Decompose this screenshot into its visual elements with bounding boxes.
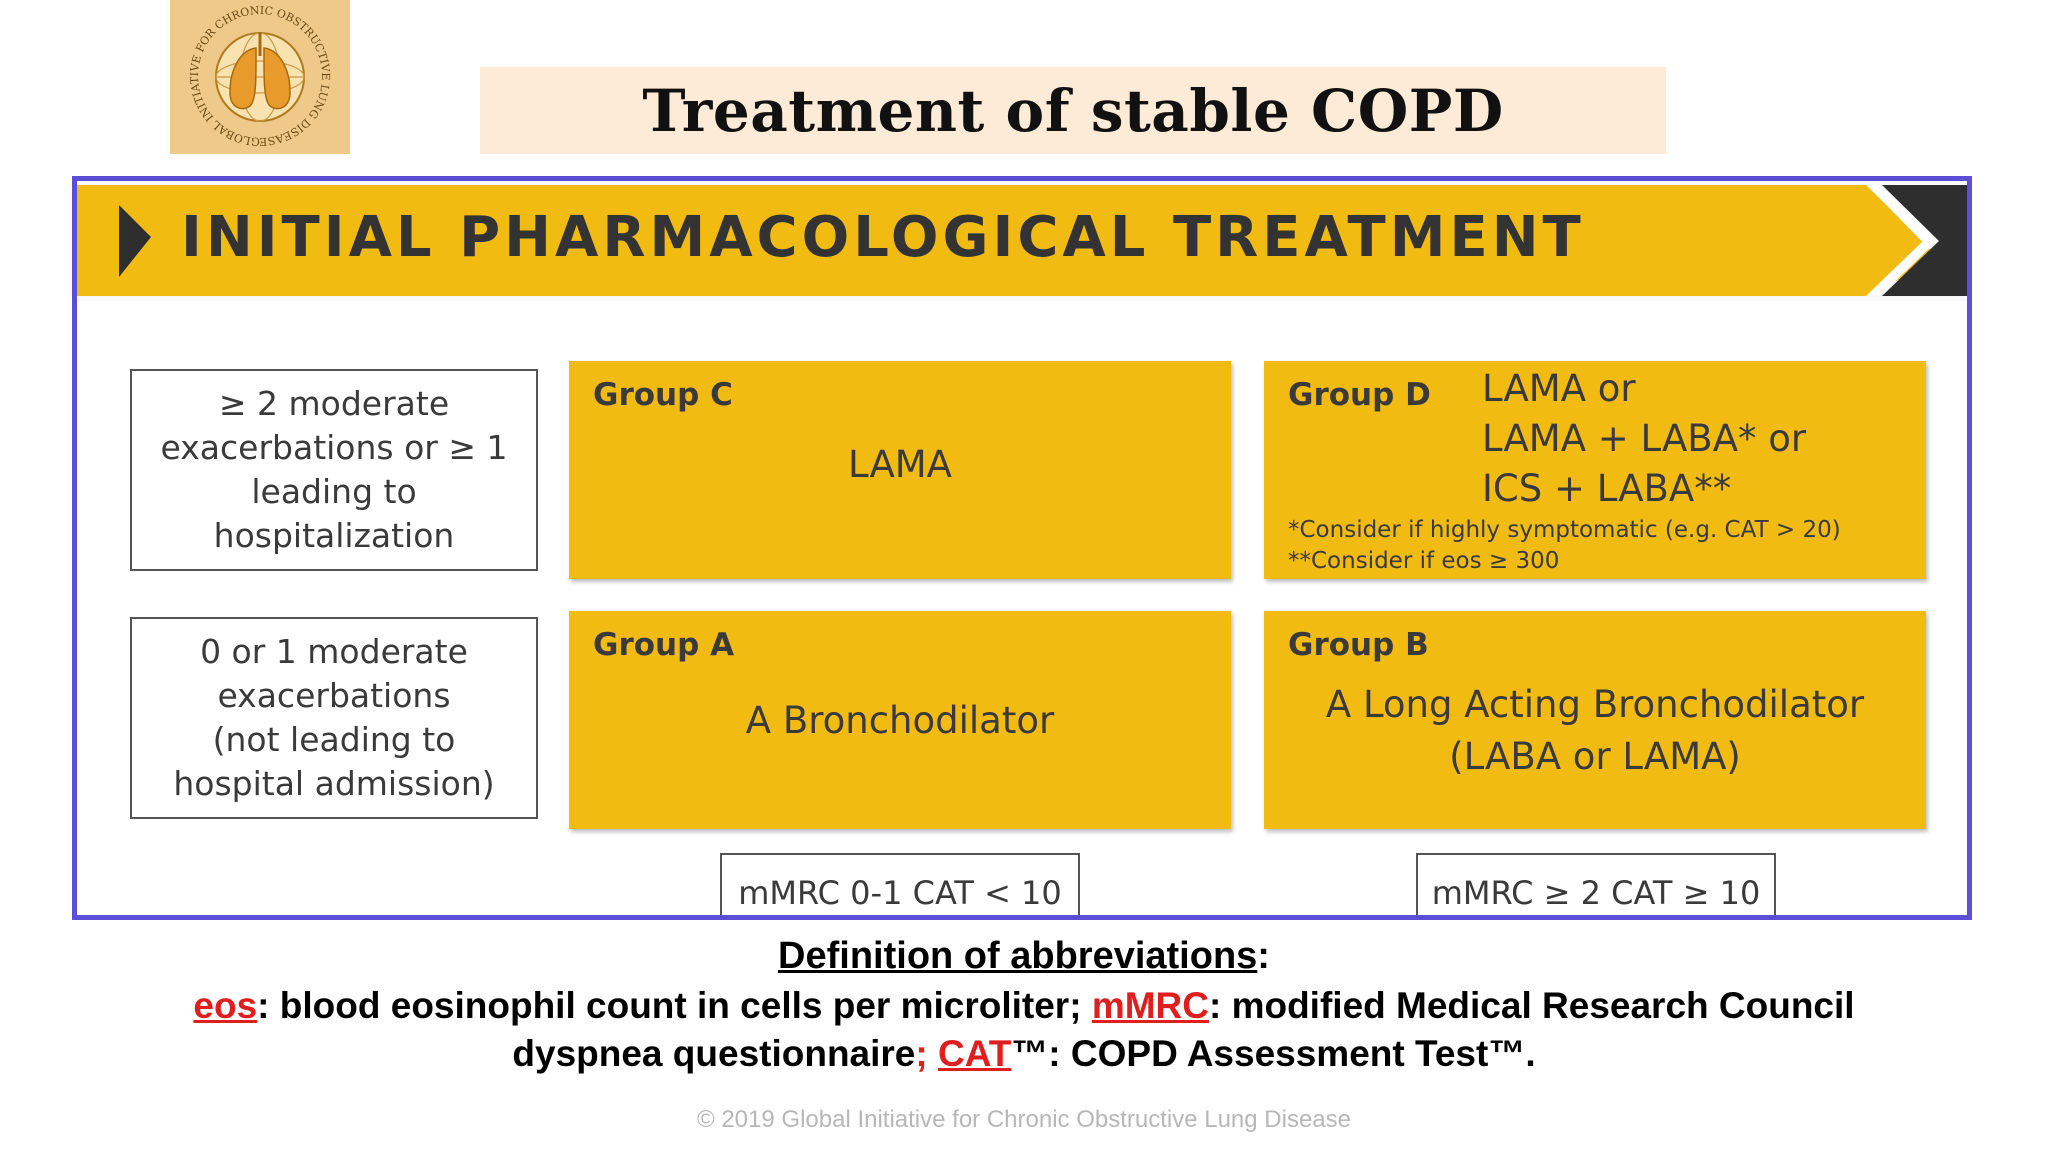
slide-title: Treatment of stable COPD [642,76,1504,145]
group-c-treatment: LAMA [847,443,952,486]
criteria-high-risk-text: ≥ 2 moderate exacerbations or ≥ 1 leadin… [160,384,508,555]
definitions-heading: Definition of abbreviations: [0,935,2048,978]
def-cat: ™: COPD Assessment Test™. [1011,1033,1536,1074]
group-a-label: Group A [593,627,735,663]
def-semicolon: ; [915,1033,928,1074]
banner-arrow-icon [119,205,151,277]
group-b-treatment-line2: (LABA or LAMA) [1449,735,1741,778]
gold-logo: GLOBAL INITIATIVE FOR CHRONIC OBSTRUCTIV… [170,0,350,154]
abbr-mmrc: mMRC [1091,985,1209,1026]
banner-title: INITIAL PHARMACOLOGICAL TREATMENT [181,205,1585,270]
group-d-box: Group D LAMA or LAMA + LABA* or ICS + LA… [1264,361,1926,579]
group-d-option: LAMA or [1482,367,1636,410]
group-b-treatment-line1: A Long Acting Bronchodilator [1325,683,1865,726]
figure-frame: INITIAL PHARMACOLOGICAL TREATMENT ≥ 2 mo… [72,176,1972,920]
banner-shape [77,181,1967,301]
group-d-note: **Consider if eos ≥ 300 [1288,548,1560,574]
definitions-line-1: eos: blood eosinophil count in cells per… [0,982,2048,1030]
axis-label-low-symptoms: mMRC 0-1 CAT < 10 [720,853,1080,915]
group-c-label: Group C [593,377,733,413]
group-c-box: Group C LAMA [569,361,1231,579]
copyright-text: © 2019 Global Initiative for Chronic Obs… [696,1106,1351,1133]
lung-globe-icon: GLOBAL INITIATIVE FOR CHRONIC OBSTRUCTIV… [188,4,332,148]
group-d-option: LAMA + LABA* or [1482,417,1807,460]
definitions-colon: : [1257,935,1270,977]
group-d-note: *Consider if highly symptomatic (e.g. CA… [1288,517,1841,543]
group-b-label: Group B [1288,627,1429,663]
criteria-low-risk-text: 0 or 1 moderate exacerbations (not leadi… [173,632,495,803]
criteria-high-risk: ≥ 2 moderate exacerbations or ≥ 1 leadin… [130,369,538,571]
group-b-box: Group B A Long Acting Bronchodilator (LA… [1264,611,1926,829]
group-a-box: Group A A Bronchodilator [569,611,1231,829]
definitions-line-2: dyspnea questionnaire; CAT™: COPD Assess… [0,1030,2048,1078]
title-bar: Treatment of stable COPD [480,67,1666,154]
def-mmrc: : modified Medical Research Council [1208,985,1855,1026]
group-a-treatment: A Bronchodilator [745,699,1055,742]
abbr-cat: CAT [938,1033,1012,1074]
criteria-low-risk: 0 or 1 moderate exacerbations (not leadi… [130,617,538,819]
definitions-title: Definition of abbreviations [778,935,1258,977]
def-eos: : blood eosinophil count in cells per mi… [257,985,1092,1026]
definitions-block: Definition of abbreviations: eos: blood … [0,935,2048,1078]
axis-label-high-symptoms: mMRC ≥ 2 CAT ≥ 10 [1416,853,1776,915]
def-mmrc-cont: dyspnea questionnaire [512,1033,916,1074]
group-d-label: Group D [1288,377,1431,413]
abbr-eos: eos [193,985,258,1026]
group-d-option: ICS + LABA** [1482,467,1732,510]
